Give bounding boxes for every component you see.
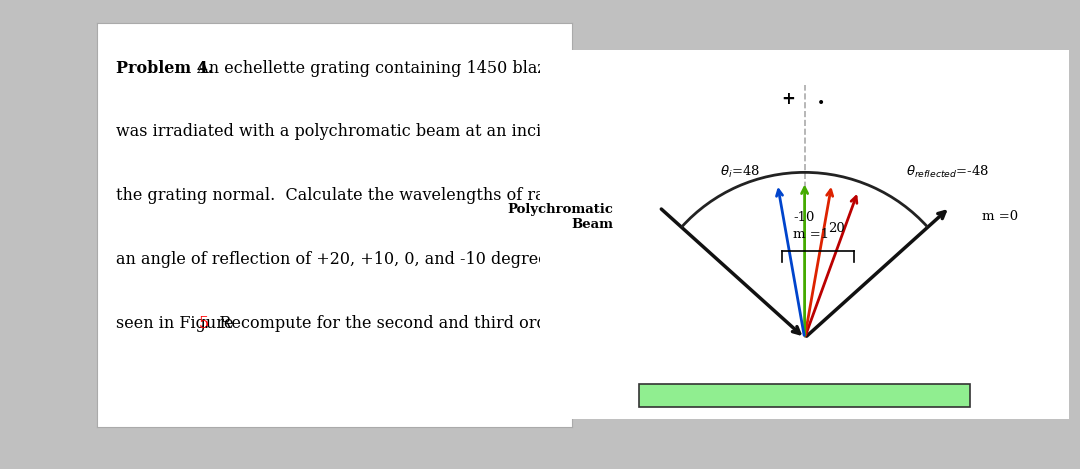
Text: $\theta_{reflected}$=-48: $\theta_{reflected}$=-48 [905,164,989,181]
Text: m =1: m =1 [793,228,829,242]
Text: +: + [782,90,796,108]
Text: Polychromatic
Beam: Polychromatic Beam [508,203,613,231]
Text: seen in Figure: seen in Figure [117,315,239,332]
Text: m =0: m =0 [982,210,1018,223]
Text: -10: -10 [793,212,814,224]
Text: 20: 20 [828,222,845,235]
Text: 5: 5 [199,315,208,332]
Text: Problem 4.: Problem 4. [117,60,214,77]
Text: was irradiated with a polychromatic beam at an incident angle of 48 degrees to: was irradiated with a polychromatic beam… [117,123,766,141]
Bar [639,384,970,407]
Text: •: • [816,96,825,110]
Text: $\theta_i$=48: $\theta_i$=48 [720,164,760,181]
Text: .  Recompute for the second and third orders as well.: . Recompute for the second and third ord… [204,315,638,332]
Text: the grating normal.  Calculate the wavelengths of radiation that would appear at: the grating normal. Calculate the wavele… [117,187,777,204]
Text: An echellette grating containing 1450 blazes (lines) per millimeter: An echellette grating containing 1450 bl… [187,60,742,77]
Text: an angle of reflection of +20, +10, 0, and -10 degrees for the first order, as c: an angle of reflection of +20, +10, 0, a… [117,251,791,268]
